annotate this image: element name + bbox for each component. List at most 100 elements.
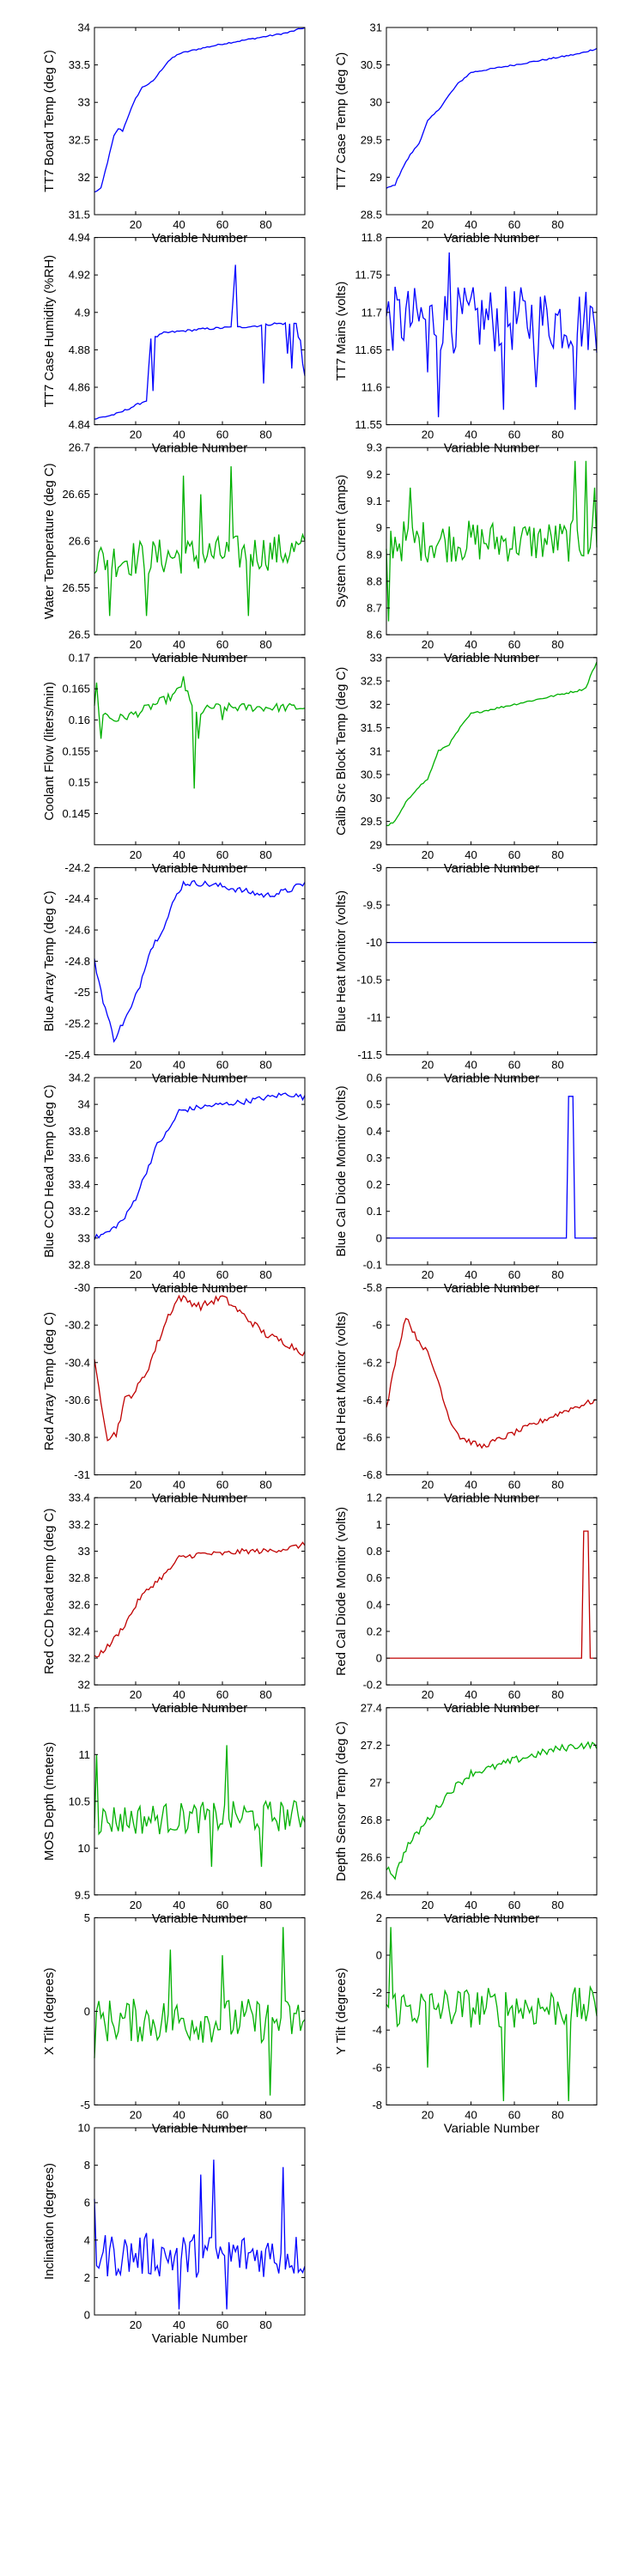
series-line <box>94 676 306 789</box>
y-tick-label: 2 <box>376 1911 382 1924</box>
y-tick-label: 32 <box>78 171 90 184</box>
x-tick-label: 40 <box>465 1688 477 1701</box>
y-tick-label: 33.4 <box>69 1492 90 1504</box>
y-tick-label: 4.92 <box>69 269 90 282</box>
y-tick-label: 8.7 <box>367 602 382 615</box>
y-tick-label: 0 <box>376 1949 382 1962</box>
x-tick-label: 20 <box>130 2318 142 2331</box>
y-tick-label: 11.55 <box>355 418 382 431</box>
y-tick-label: 33.2 <box>69 1518 90 1531</box>
y-tick-label: 32.5 <box>69 133 90 146</box>
y-tick-label: 0.15 <box>69 776 90 789</box>
y-tick-label: -6.4 <box>363 1394 382 1406</box>
series-line <box>386 460 598 622</box>
plot-frame <box>94 2127 306 2316</box>
x-tick-label: 40 <box>465 1479 477 1492</box>
y-tick-label: 31 <box>370 744 382 757</box>
y-tick-label: 26.8 <box>361 1814 382 1826</box>
y-tick-label: -9 <box>372 861 382 874</box>
x-tick-label: 60 <box>216 2318 228 2331</box>
x-axis-label: Variable Number <box>444 441 539 456</box>
y-axis-label: Calib Src Block Temp (deg C) <box>334 667 349 835</box>
chart-panel-19: 20 40 60 80 -5 0 5 Variable Number X Tilt (degre… <box>42 1911 306 2136</box>
y-tick-label: 27.4 <box>361 1701 382 1714</box>
y-tick-label: 4.86 <box>69 381 90 394</box>
y-tick-label: 0 <box>84 2309 90 2322</box>
x-tick-label: 80 <box>259 2108 271 2121</box>
plot-frame <box>386 1497 598 1686</box>
y-tick-label: -24.6 <box>64 924 90 937</box>
plot-frame <box>386 1287 598 1476</box>
x-tick-label: 40 <box>465 1058 477 1071</box>
x-tick-label: 40 <box>173 638 185 651</box>
series-line <box>94 2160 306 2310</box>
plot-frame <box>386 447 598 635</box>
y-axis-label: Inclination (degrees) <box>42 2163 57 2280</box>
y-axis-label: Blue Heat Monitor (volts) <box>334 890 349 1032</box>
series-line <box>386 1741 598 1880</box>
y-tick-label: -6.6 <box>363 1431 382 1444</box>
plot-frame <box>386 1917 598 2105</box>
y-axis-label: System Current (amps) <box>334 475 349 608</box>
y-axis-label: Blue CCD Head Temp (deg C) <box>42 1084 57 1257</box>
y-tick-label: 0.16 <box>69 714 90 726</box>
y-tick-label: 26.5 <box>69 629 90 641</box>
x-tick-label: 40 <box>173 1058 185 1071</box>
x-axis-label: Variable Number <box>444 1071 539 1085</box>
series-line <box>94 264 306 420</box>
series-line <box>386 1927 598 2102</box>
x-tick-label: 60 <box>216 1058 228 1071</box>
y-tick-label: 31.5 <box>69 209 90 222</box>
y-tick-label: 11.75 <box>355 269 382 282</box>
y-tick-label: 33.2 <box>69 1205 90 1218</box>
y-tick-label: 1 <box>376 1518 382 1531</box>
y-tick-label: -30.6 <box>64 1394 90 1406</box>
y-tick-label: 4.94 <box>69 231 90 244</box>
x-tick-label: 80 <box>551 2108 563 2121</box>
y-tick-label: -5 <box>80 2099 90 2111</box>
y-tick-label: 4 <box>84 2233 90 2246</box>
y-tick-label: 1.2 <box>367 1492 382 1504</box>
y-axis-label: Red Array Temp (deg C) <box>42 1312 57 1450</box>
x-tick-label: 40 <box>173 1268 185 1281</box>
x-tick-label: 80 <box>259 218 271 231</box>
chart-panel-18: 20 40 60 80 26.4 26.6 26.8 27 27.2 27.4 Variable N… <box>334 1701 598 1926</box>
series-line <box>94 1092 306 1240</box>
series-line <box>386 661 598 827</box>
y-axis-label: TT7 Board Temp (deg C) <box>42 50 57 192</box>
y-tick-label: -24.8 <box>64 955 90 968</box>
y-tick-label: 34.2 <box>69 1072 90 1084</box>
series-line <box>386 1096 597 1239</box>
y-axis-label: Y Tilt (degrees) <box>334 1968 349 2055</box>
y-tick-label: -31 <box>74 1468 90 1481</box>
series-line <box>386 1530 597 1659</box>
y-axis-label: Blue Cal Diode Monitor (volts) <box>334 1085 349 1256</box>
x-tick-label: 40 <box>173 848 185 861</box>
y-tick-label: 8.8 <box>367 574 382 587</box>
x-tick-label: 20 <box>130 218 142 231</box>
y-tick-label: 30 <box>370 792 382 805</box>
y-tick-label: 10 <box>78 2122 90 2135</box>
y-tick-label: 33 <box>78 96 90 109</box>
y-tick-label: 32.5 <box>361 675 382 688</box>
plot-frame <box>94 1497 306 1686</box>
y-tick-label: 0.6 <box>367 1072 382 1084</box>
y-tick-label: 2 <box>84 2271 90 2284</box>
x-axis-label: Variable Number <box>444 2121 539 2136</box>
y-tick-label: -6 <box>372 1319 382 1332</box>
chart-panel-13: 20 40 60 80 -31 -30.8 -30.6 -30.4 -30.2 -30 Variab… <box>42 1281 306 1506</box>
y-tick-label: 32 <box>370 698 382 711</box>
x-tick-label: 60 <box>508 1058 520 1071</box>
y-tick-label: 0 <box>376 1231 382 1244</box>
y-tick-label: 26.7 <box>69 441 90 454</box>
x-axis-label: Variable Number <box>152 1911 247 1926</box>
y-tick-label: 0.3 <box>367 1151 382 1164</box>
y-tick-label: -30 <box>74 1281 90 1294</box>
x-tick-label: 40 <box>173 1688 185 1701</box>
y-tick-label: 6 <box>84 2196 90 2209</box>
y-tick-label: 9.2 <box>367 468 382 481</box>
y-tick-label: 0.6 <box>367 1571 382 1584</box>
x-axis-label: Variable Number <box>152 861 247 876</box>
series-line <box>94 1745 306 1868</box>
